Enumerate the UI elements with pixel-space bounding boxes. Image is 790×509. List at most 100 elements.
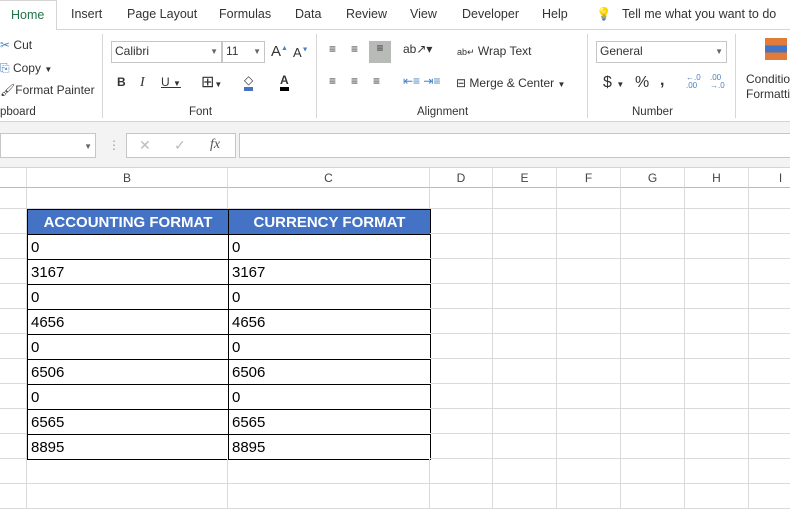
increase-decimal-icon[interactable]: ←.0.00 [686, 73, 701, 90]
table-cell[interactable]: 6565 [27, 409, 229, 435]
cell[interactable] [0, 234, 27, 259]
cell[interactable] [557, 284, 621, 309]
cell[interactable] [685, 334, 749, 359]
table-header[interactable]: ACCOUNTING FORMAT [27, 209, 229, 235]
cell[interactable] [228, 188, 430, 209]
font-size-select[interactable]: 11 ▼ [222, 41, 265, 63]
cell[interactable] [557, 234, 621, 259]
tab-review[interactable]: Review [346, 7, 387, 21]
italic-button[interactable]: I [140, 75, 145, 90]
table-cell[interactable]: 0 [27, 234, 229, 260]
cancel-icon[interactable]: ✕ [139, 137, 151, 153]
cell[interactable] [430, 309, 493, 334]
column-header-f[interactable]: F [557, 168, 621, 188]
cell[interactable] [685, 188, 749, 209]
name-box[interactable]: ▼ [0, 133, 96, 158]
underline-button[interactable]: U ▼ [161, 75, 181, 89]
cell[interactable] [557, 309, 621, 334]
column-header-e[interactable]: E [493, 168, 557, 188]
cell[interactable] [0, 309, 27, 334]
cell[interactable] [749, 484, 790, 509]
table-cell[interactable]: 4656 [27, 309, 229, 335]
column-header-h[interactable]: H [685, 168, 749, 188]
cell[interactable] [749, 209, 790, 234]
enter-icon[interactable]: ✓ [174, 137, 186, 153]
cell[interactable] [621, 459, 685, 484]
cell[interactable] [749, 234, 790, 259]
table-cell[interactable]: 8895 [228, 434, 431, 460]
cell[interactable] [749, 309, 790, 334]
cell[interactable] [430, 284, 493, 309]
cut-button[interactable]: ✂ Cut [0, 38, 33, 52]
cell[interactable] [493, 209, 557, 234]
column-header-i[interactable]: I [749, 168, 790, 188]
orientation-icon[interactable]: ab↗▾ [403, 42, 433, 56]
cell[interactable] [0, 188, 27, 209]
cell[interactable] [493, 359, 557, 384]
cell[interactable] [557, 188, 621, 209]
cell[interactable] [493, 434, 557, 459]
cell[interactable] [621, 434, 685, 459]
cell[interactable] [228, 459, 430, 484]
cell[interactable] [621, 188, 685, 209]
cell[interactable] [621, 259, 685, 284]
cell[interactable] [685, 384, 749, 409]
formula-input[interactable] [239, 133, 790, 158]
align-bottom-icon[interactable]: ≡ [369, 41, 391, 63]
cell[interactable] [621, 384, 685, 409]
cell[interactable] [228, 484, 430, 509]
table-cell[interactable]: 0 [228, 234, 431, 260]
table-cell[interactable]: 0 [228, 384, 431, 410]
tab-home[interactable]: Home [0, 0, 58, 31]
cell[interactable] [749, 188, 790, 209]
cell[interactable] [685, 434, 749, 459]
conditional-formatting-button[interactable]: ConditionalFormatting [746, 72, 790, 101]
cell[interactable] [430, 359, 493, 384]
copy-button[interactable]: ⎘ Copy ▼ [0, 61, 53, 75]
table-cell[interactable]: 0 [228, 284, 431, 310]
indent-icons[interactable]: ⇤≡ ⇥≡ [403, 74, 441, 88]
font-color-icon[interactable]: A [280, 73, 289, 91]
cell[interactable] [430, 459, 493, 484]
cell[interactable] [493, 309, 557, 334]
decrease-decimal-icon[interactable]: .00 →.0 [710, 73, 725, 90]
currency-button[interactable]: $ ▼ [603, 74, 625, 91]
table-cell[interactable]: 6565 [228, 409, 431, 435]
increase-font-icon[interactable]: A▲ [271, 43, 288, 60]
column-header-g[interactable]: G [621, 168, 685, 188]
cell[interactable] [749, 359, 790, 384]
column-header-d[interactable]: D [430, 168, 493, 188]
decrease-font-icon[interactable]: A▼ [293, 45, 309, 60]
cell[interactable] [430, 188, 493, 209]
cell[interactable] [749, 259, 790, 284]
cell[interactable] [0, 334, 27, 359]
cell[interactable] [749, 384, 790, 409]
cell[interactable] [430, 334, 493, 359]
cell[interactable] [0, 209, 27, 234]
cell[interactable] [430, 484, 493, 509]
cell[interactable] [749, 434, 790, 459]
column-header-c[interactable]: C [228, 168, 430, 188]
cell[interactable] [493, 284, 557, 309]
cell[interactable] [493, 409, 557, 434]
cell[interactable] [621, 284, 685, 309]
column-header-b[interactable]: B [27, 168, 228, 188]
table-cell[interactable]: 8895 [27, 434, 229, 460]
tab-formulas[interactable]: Formulas [219, 7, 272, 21]
table-cell[interactable]: 4656 [228, 309, 431, 335]
number-format-select[interactable]: General ▼ [596, 41, 727, 63]
table-cell[interactable]: 0 [27, 334, 229, 360]
tab-help[interactable]: Help [542, 7, 568, 21]
cell[interactable] [0, 459, 27, 484]
table-cell[interactable]: 6506 [228, 359, 431, 385]
tell-me-search[interactable]: Tell me what you want to do [622, 7, 777, 21]
cell[interactable] [27, 484, 228, 509]
cell[interactable] [430, 209, 493, 234]
table-cell[interactable]: 3167 [228, 259, 431, 285]
cell[interactable] [0, 259, 27, 284]
tab-page-layout[interactable]: Page Layout [127, 7, 198, 21]
cell[interactable] [557, 434, 621, 459]
cell[interactable] [621, 309, 685, 334]
cell[interactable] [430, 234, 493, 259]
cell[interactable] [685, 209, 749, 234]
